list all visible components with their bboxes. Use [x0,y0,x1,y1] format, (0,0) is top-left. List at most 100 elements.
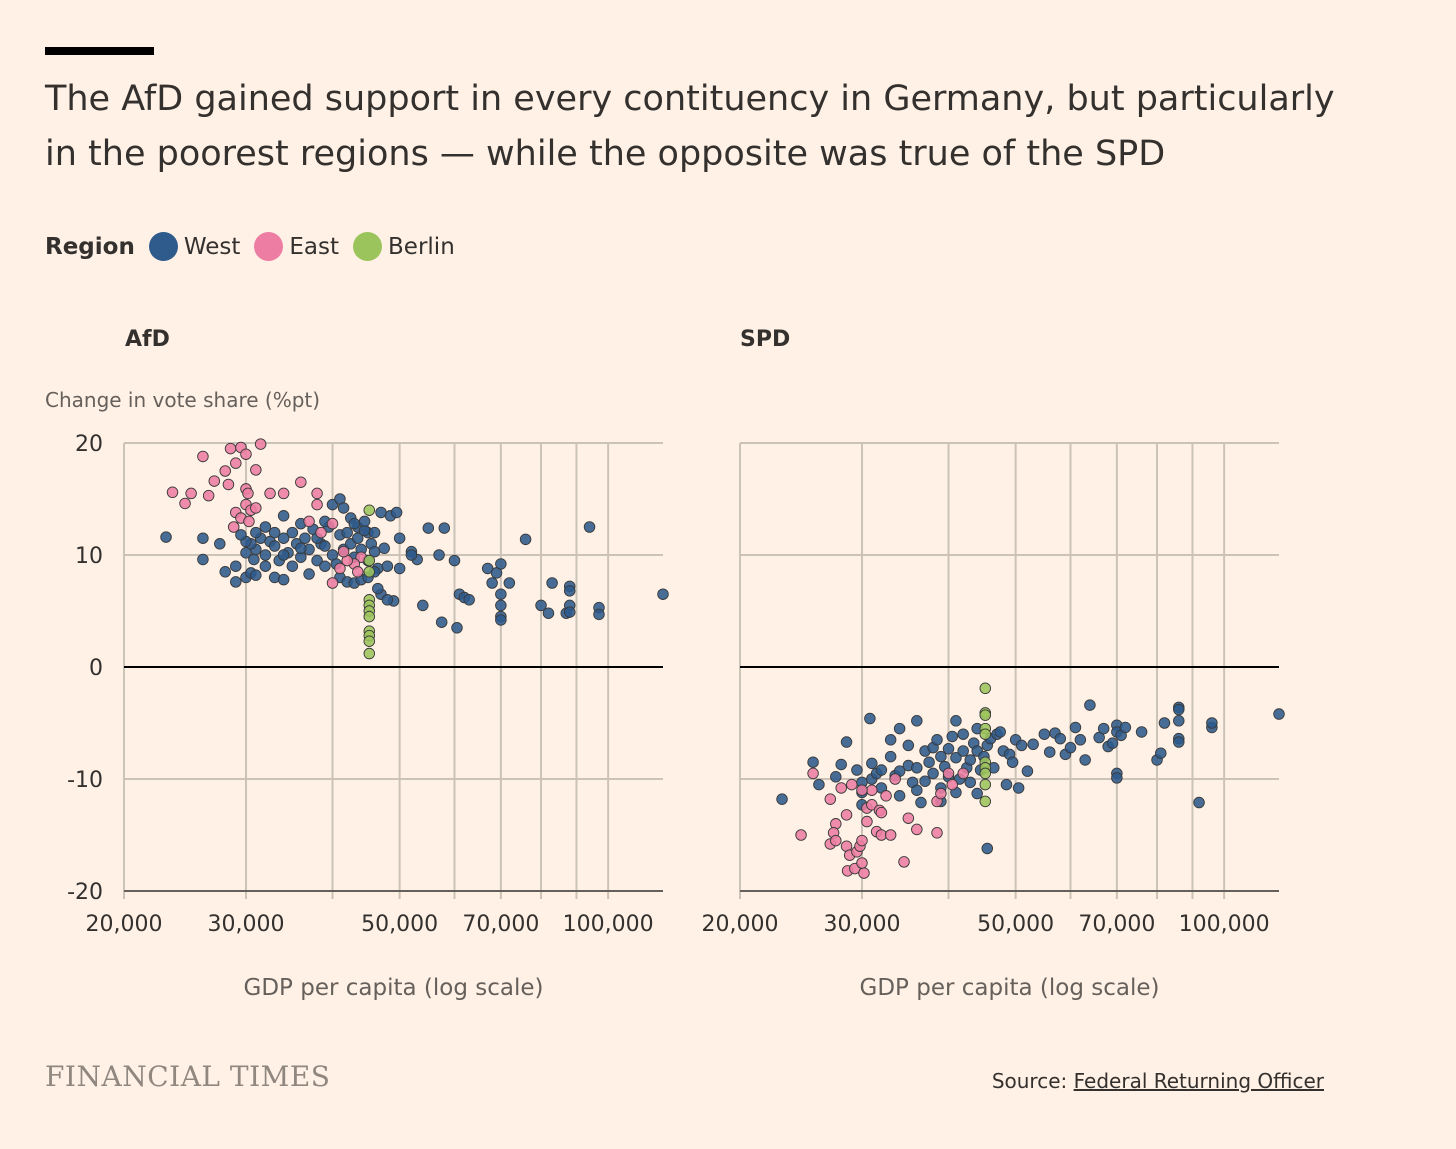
data-point-west [1155,747,1167,759]
data-point-west [451,622,463,634]
data-point-west [197,553,209,566]
data-point-west [935,750,947,763]
series-east [166,438,367,589]
data-point-west [277,532,290,544]
legend-label: Region [45,233,135,260]
data-point-west [593,608,605,621]
data-point-west [230,560,242,572]
data-point-east [326,577,339,589]
data-point-west [866,757,878,770]
data-point-west [1012,782,1025,794]
data-point-west [946,730,959,743]
legend-east-label: East [289,233,340,260]
data-point-berlin [363,610,376,623]
data-point-west [259,549,272,561]
legend-berlin-label: Berlin [388,233,455,260]
data-point-east [835,782,847,794]
source-link[interactable]: Federal Returning Officer [1073,1069,1324,1093]
data-point-west [563,585,576,597]
data-point-west [250,526,262,539]
data-point-west [1000,778,1013,791]
data-point-west [1015,739,1028,752]
data-point-west [583,521,596,533]
data-point-berlin [979,728,992,740]
data-point-west [295,542,307,555]
data-point-west [422,522,435,534]
x-tick-label: 20,000 [702,912,779,937]
data-point-east [946,778,959,791]
data-point-west [902,739,915,752]
data-point-east [197,450,209,463]
data-point-east [311,487,323,500]
x-tick-label: 50,000 [977,912,1054,937]
data-point-west [964,776,977,789]
berlin-swatch [353,232,383,261]
data-point-west [1038,728,1051,740]
data-point-west [1173,703,1185,716]
y-tick-label: -10 [67,768,103,793]
data-point-west [519,533,532,546]
data-point-west [390,506,403,519]
data-point-east [224,442,237,455]
data-point-berlin [363,566,376,578]
data-point-west [319,560,331,572]
data-point-west [277,549,290,561]
data-point-east [795,829,807,841]
data-point-east [219,465,231,477]
data-point-west [393,562,406,575]
data-point-west [438,522,451,534]
data-point-west [448,554,461,567]
data-point-east [957,767,969,780]
data-point-west [341,526,353,539]
data-point-west [311,554,323,567]
data-point-west [1084,699,1096,711]
data-point-west [495,599,507,612]
legend-item-west: West [148,232,240,261]
data-point-west [542,607,555,619]
x-tick-label: 70,000 [462,912,539,937]
x-tick-label: 100,000 [1179,912,1270,937]
data-point-west [405,549,418,561]
data-point-east [866,799,878,811]
data-point-east [303,515,315,528]
data-point-west [864,712,876,725]
data-point-west [299,532,311,544]
data-point-west [535,599,547,612]
data-point-east [240,448,252,460]
data-point-east [208,475,221,487]
data-point-west [1054,732,1067,745]
data-point-east [250,464,262,476]
west-swatch [148,232,178,261]
data-point-west [381,560,394,572]
data-point-east [202,489,215,502]
data-point-east [227,521,240,533]
data-point-east [931,827,943,839]
data-point-west [931,734,943,746]
source-prefix: Source: [991,1069,1074,1093]
data-point-west [1106,737,1119,749]
data-point-berlin [363,504,376,516]
data-point-west [1206,717,1218,729]
data-point-west [1135,726,1148,738]
data-point-west [1074,734,1087,746]
data-point-west [994,726,1006,738]
data-point-east [315,526,327,539]
data-point-west [957,745,969,757]
data-point-west [1079,754,1091,766]
data-point-west [486,577,498,589]
data-point-west [435,616,448,628]
data-point-west [1273,708,1285,720]
x-tick-label: 20,000 [86,912,163,937]
data-point-west [957,728,969,740]
data-point-west [546,577,558,589]
data-point-west [1093,731,1105,744]
data-point-west [351,532,364,544]
legend: Region West East Berlin [45,232,469,261]
data-point-east [185,487,197,500]
data-point-east [242,487,254,500]
data-point-east [337,545,350,558]
data-point-west [495,614,507,626]
data-point-berlin [363,554,376,567]
series-berlin [363,504,376,660]
data-point-west [197,532,209,544]
